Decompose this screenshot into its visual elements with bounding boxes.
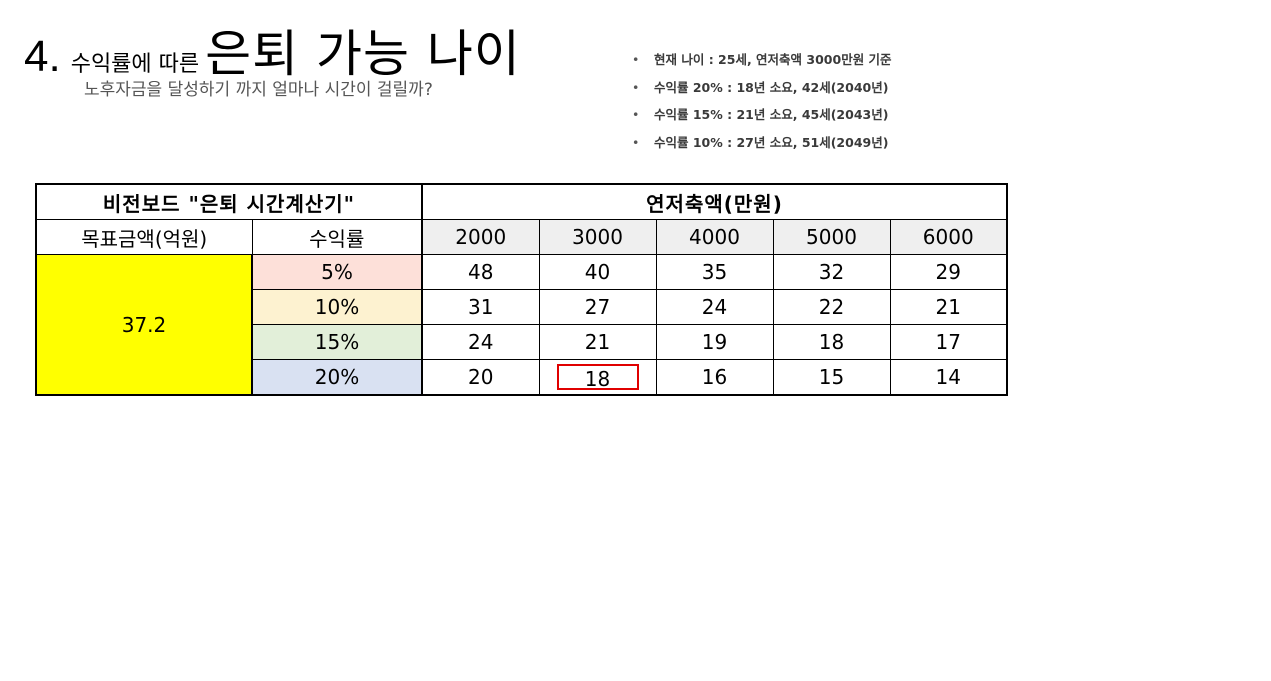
years-cell: 14 (889, 359, 1008, 396)
bullet-dot-icon: • (632, 134, 640, 150)
years-cell: 21 (889, 289, 1008, 325)
years-cell: 24 (421, 324, 540, 360)
calculator-title: 비전보드 "은퇴 시간계산기" (35, 183, 423, 220)
retirement-calculator-table: 비전보드 "은퇴 시간계산기" 연저축액(만원) 목표금액(억원) 수익률 20… (35, 183, 1008, 396)
savings-col-header: 6000 (889, 219, 1008, 255)
rate-cell: 5% (251, 254, 423, 290)
bullet-item: • 수익률 10% : 27년 소요, 51세(2049년) (632, 133, 892, 161)
bullet-dot-icon: • (632, 79, 640, 95)
table-row: 20% 20 18 16 15 14 (36, 359, 1008, 396)
years-cell: 21 (538, 324, 657, 360)
goal-amount: 37.2 (35, 254, 253, 396)
table-row: 10% 31 27 24 22 21 (36, 289, 1008, 325)
years-cell: 24 (655, 289, 774, 325)
savings-col-header: 4000 (655, 219, 774, 255)
table-row: 15% 24 21 19 18 17 (36, 324, 1008, 360)
bullet-item: • 현재 나이 : 25세, 연저축액 3000만원 기준 (632, 50, 892, 78)
years-cell: 18 (772, 324, 891, 360)
savings-col-header: 3000 (538, 219, 657, 255)
page-subtitle: 노후자금을 달성하기 까지 얼마나 시간이 걸릴까? (84, 80, 433, 100)
bullet-item: • 수익률 20% : 18년 소요, 42세(2040년) (632, 78, 892, 106)
title-main: 은퇴 가능 나이 (205, 25, 521, 83)
summary-bullets: • 현재 나이 : 25세, 연저축액 3000만원 기준 • 수익률 20% : … (632, 50, 892, 160)
rate-cell: 10% (251, 289, 423, 325)
page-title: 4. 수익률에 따른 은퇴 가능 나이 (24, 14, 521, 86)
savings-header: 연저축액(만원) (421, 183, 1008, 220)
bullet-dot-icon: • (632, 107, 640, 122)
rate-cell: 15% (251, 324, 423, 360)
years-cell: 31 (421, 289, 540, 325)
years-cell: 32 (772, 254, 891, 290)
title-prefix: 수익률에 따른 (70, 52, 200, 77)
section-number: 4. (24, 32, 61, 81)
years-cell: 15 (772, 359, 891, 396)
years-cell: 16 (655, 359, 774, 396)
years-cell: 40 (538, 254, 657, 290)
highlight-box: 18 (556, 363, 639, 391)
bullet-item: • 수익률 15% : 21년 소요, 45세(2043년) (632, 105, 892, 133)
years-cell: 27 (538, 289, 657, 325)
years-cell: 35 (655, 254, 774, 290)
years-cell: 29 (889, 254, 1008, 290)
goal-header: 목표금액(억원) (35, 219, 253, 255)
years-cell: 48 (421, 254, 540, 290)
years-cell: 17 (889, 324, 1008, 360)
savings-col-header: 2000 (421, 219, 540, 255)
rate-header: 수익률 (251, 219, 423, 255)
bullet-dot-icon: • (632, 52, 640, 67)
years-cell: 20 (421, 359, 540, 396)
savings-col-header: 5000 (772, 219, 891, 255)
years-cell: 22 (772, 289, 891, 325)
rate-cell: 20% (251, 359, 423, 396)
table-row: 37.2 5% 48 40 35 32 29 (35, 254, 1008, 396)
years-cell: 19 (655, 324, 774, 360)
years-cell-highlighted: 18 (538, 359, 657, 396)
